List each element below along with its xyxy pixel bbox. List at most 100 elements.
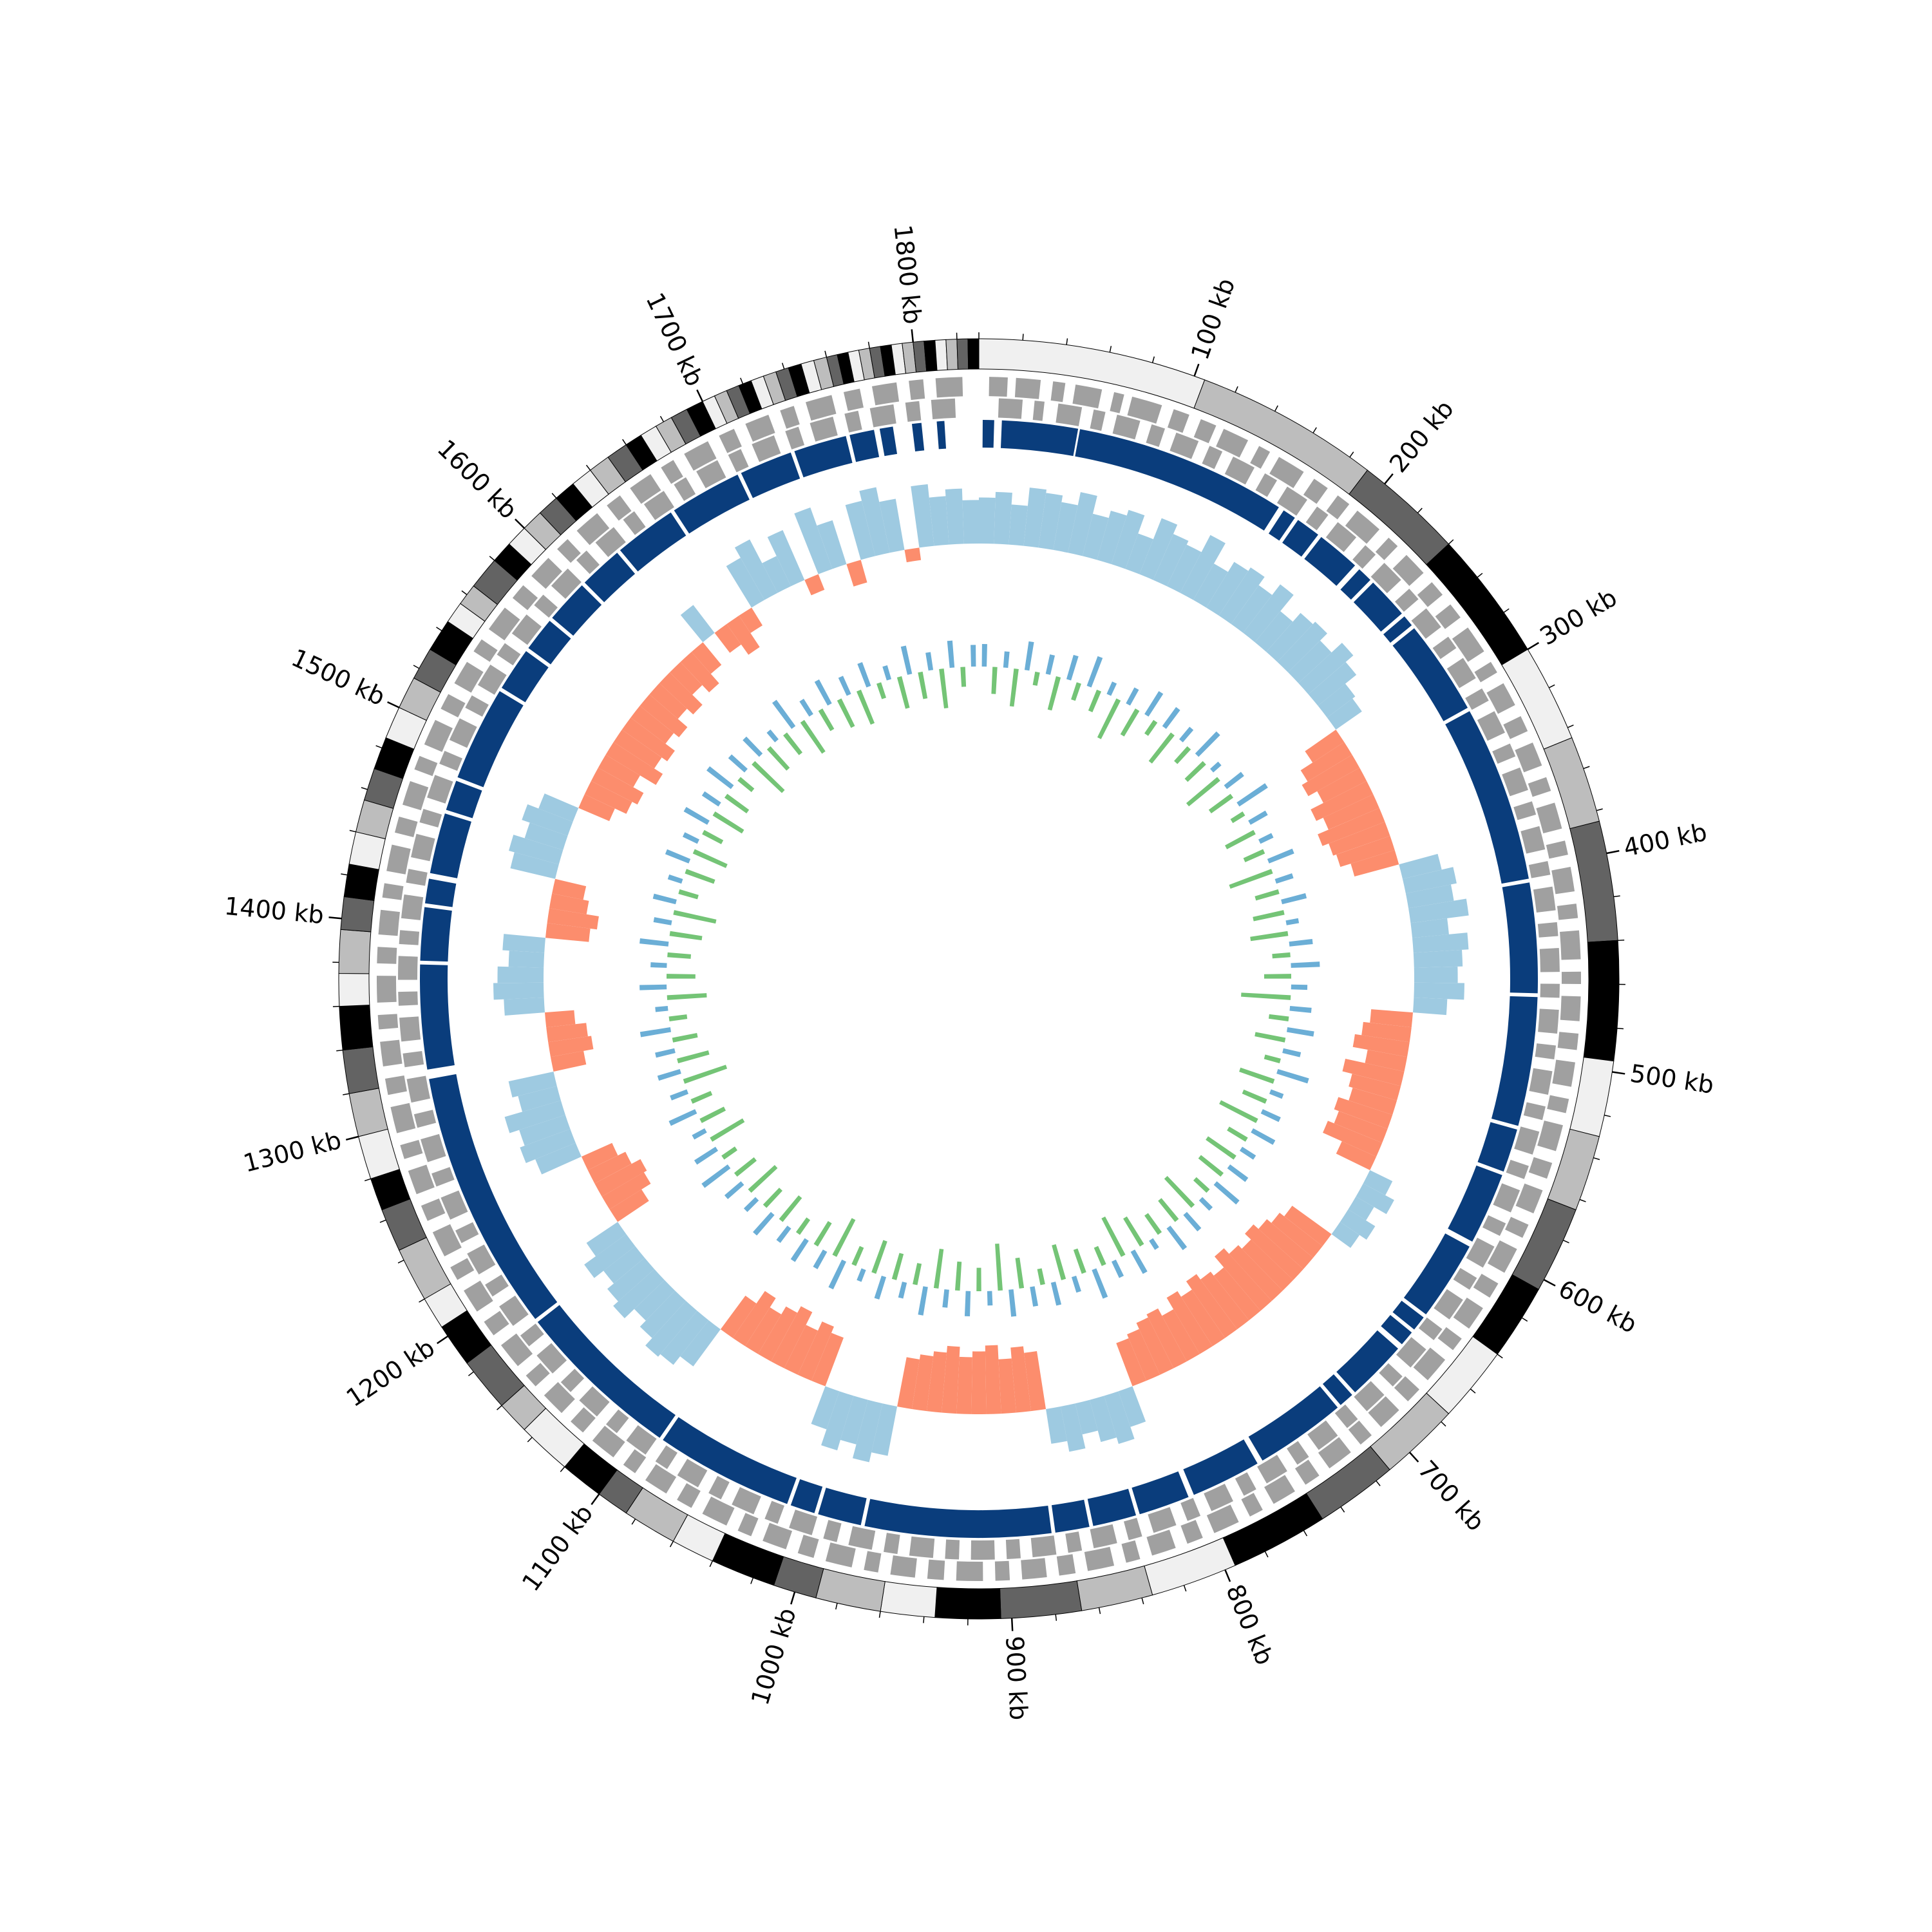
gc-spike [1253, 910, 1285, 922]
skew-bar [840, 1396, 868, 1444]
feature [1533, 886, 1556, 913]
feature [1528, 1157, 1553, 1179]
feature [1170, 432, 1199, 459]
skew-bar [1412, 998, 1448, 1016]
feature [1090, 409, 1106, 431]
gc-spike [1248, 810, 1268, 825]
gc-spike [1206, 1136, 1236, 1160]
feature [1235, 1472, 1256, 1496]
skew-bar [720, 1295, 757, 1338]
gc-spike [942, 1289, 949, 1308]
feature [576, 513, 610, 545]
feature [864, 1499, 1052, 1538]
minor-tick [1441, 1421, 1446, 1427]
feature [449, 718, 477, 748]
feature [696, 460, 726, 489]
feature [1110, 392, 1124, 413]
gc-spike [706, 766, 734, 790]
minor-tick [560, 1466, 565, 1472]
feature [844, 410, 862, 433]
feature [1560, 996, 1581, 1021]
gc-spike [667, 974, 696, 979]
gc-spike [1162, 706, 1180, 729]
feature [1345, 510, 1380, 544]
feature [823, 1520, 842, 1542]
feature [402, 781, 429, 811]
gc-spike [753, 1211, 775, 1236]
skew-bar [598, 755, 640, 788]
feature [401, 894, 424, 920]
skew-bar [911, 1354, 934, 1412]
gc-spike [800, 719, 826, 754]
skew-bar [552, 878, 587, 900]
gc-spike [1193, 1177, 1210, 1193]
tick-label: 100 kb [1186, 274, 1240, 363]
ideogram-band [339, 1005, 374, 1051]
gc-spike [670, 1089, 689, 1101]
gc-spike [650, 962, 667, 968]
ideogram-band [1569, 820, 1618, 943]
gc-spike [1144, 719, 1158, 736]
gc-spike [898, 1282, 907, 1299]
feature [432, 1224, 462, 1256]
feature [399, 930, 420, 945]
feature [1193, 419, 1217, 444]
skew-bar [1255, 611, 1293, 652]
gc-spike [734, 1157, 757, 1177]
feature [1121, 1540, 1141, 1563]
skew-bar [548, 1036, 594, 1057]
skew-bar [601, 1172, 651, 1209]
feature [1334, 1404, 1358, 1428]
gc-spike [669, 931, 703, 941]
skew-bar [639, 1291, 687, 1338]
minor-tick [1470, 1388, 1476, 1394]
gc-spike [1239, 1146, 1256, 1160]
skew-bar [971, 1351, 987, 1415]
skew-bar [1068, 492, 1097, 556]
gc-spike [939, 668, 949, 709]
feature [399, 1016, 421, 1042]
gc-spike [772, 699, 796, 729]
feature [1537, 922, 1558, 938]
major-tick [696, 389, 704, 402]
gc-spike [710, 1118, 745, 1142]
tick-label: 800 kb [1220, 1580, 1279, 1669]
feature [708, 1475, 730, 1500]
skew-bar [714, 624, 741, 653]
minor-tick [1583, 766, 1590, 770]
skew-bar [504, 1100, 565, 1133]
gc-spike [871, 1240, 887, 1274]
skew-bar [584, 781, 632, 814]
skew-bar [804, 574, 825, 596]
skew-bar [518, 1086, 561, 1112]
ideogram-band [338, 929, 372, 974]
minor-tick [1183, 1585, 1187, 1592]
gc-spike [1111, 1259, 1124, 1278]
feature [424, 878, 457, 907]
gc-spike [1123, 1216, 1144, 1247]
feature [1287, 1441, 1309, 1465]
gc-spike [1086, 656, 1103, 688]
skew-bar [845, 500, 876, 560]
gc-spike [790, 1238, 809, 1262]
gc-spike [685, 869, 715, 884]
skew-bar [609, 1189, 649, 1222]
feature [884, 1533, 900, 1555]
skew-bar [726, 558, 765, 608]
feature [1112, 414, 1141, 440]
feature [595, 527, 626, 558]
feature [411, 833, 435, 862]
minor-tick [878, 1611, 881, 1618]
feature [446, 781, 482, 819]
skew-bar [1046, 1406, 1068, 1444]
gc-spike [683, 806, 710, 825]
feature [1552, 1059, 1575, 1087]
minor-tick [1349, 451, 1354, 458]
skew-bar [1414, 966, 1458, 983]
ideogram-band [967, 338, 980, 370]
tick-label: 1600 kb [431, 434, 522, 524]
feature [1515, 1183, 1543, 1214]
skew-bar [659, 672, 703, 715]
feature [605, 1409, 629, 1434]
skew-bar [1402, 867, 1457, 894]
